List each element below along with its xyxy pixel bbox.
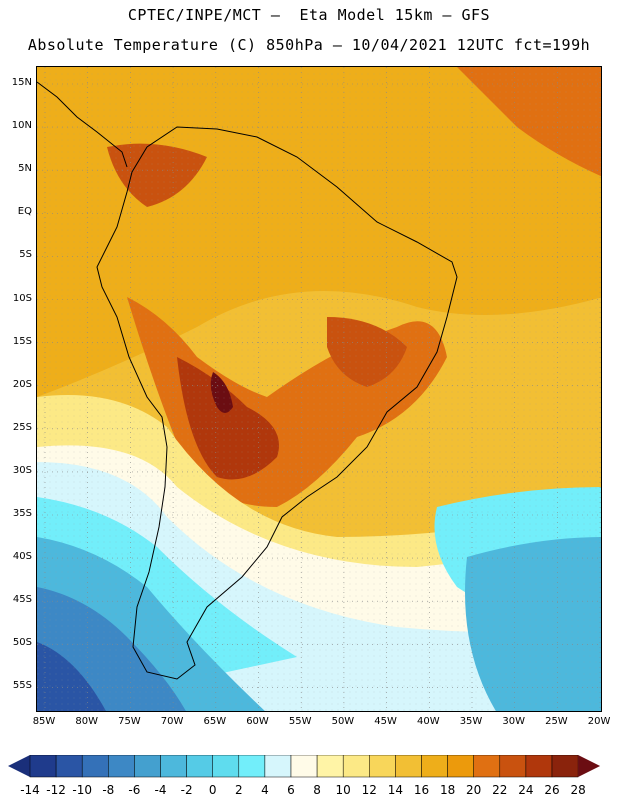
colorbar-label: 20 (466, 783, 482, 797)
lat-label: 35S (12, 508, 32, 519)
colorbar-swatch (525, 755, 553, 778)
map-subtitle: Absolute Temperature (C) 850hPa – 10/04/… (27, 36, 591, 54)
colorbar-swatch (55, 755, 83, 778)
lat-label: 15N (11, 77, 32, 88)
colorbar-label: 12 (361, 783, 377, 797)
colorbar-over-arrow (578, 755, 601, 777)
lat-label: 55S (12, 680, 32, 692)
colorbar-swatch (134, 755, 161, 778)
colorbar-label: 26 (544, 783, 560, 797)
colorbar-label: 16 (413, 783, 430, 797)
lon-label: 20W (587, 716, 611, 727)
lon-label: 65W (203, 716, 227, 727)
continent-outline (96, 126, 458, 680)
lon-label: 30W (502, 716, 525, 727)
lat-label: 30S (12, 464, 32, 476)
colorbar-label: 22 (492, 783, 508, 797)
colorbar-label: -10 (72, 783, 92, 797)
lat-label: 45S (12, 594, 32, 606)
colorbar-swatch (29, 755, 57, 778)
colorbar-swatch (395, 755, 422, 778)
colorbar-swatch (551, 755, 579, 778)
colorbar-label: -6 (128, 783, 141, 797)
lat-label: 40S (12, 551, 32, 563)
lon-label: 35W (459, 716, 483, 727)
colorbar-swatch (81, 755, 109, 778)
central-america-outline (37, 81, 128, 168)
lat-label: 10N (11, 120, 32, 132)
colorbar-swatch (447, 755, 474, 778)
colorbar-swatch (264, 755, 292, 778)
colorbar-swatch (160, 755, 187, 778)
colorbar-swatch (421, 755, 448, 778)
colorbar-swatch (290, 755, 318, 778)
colorbar-swatch (342, 755, 370, 778)
colorbar-label: 24 (518, 783, 534, 797)
colorbar-label: -8 (102, 783, 115, 797)
colorbar-label: 28 (570, 783, 586, 797)
colorbar-label: -2 (180, 783, 193, 797)
lat-label: 15S (12, 335, 32, 347)
lon-label: 60W (246, 716, 269, 727)
colorbar-label: 6 (287, 783, 295, 797)
colorbar-swatch (499, 755, 527, 778)
colorbar-label: 8 (313, 783, 321, 797)
colorbar-label: -4 (154, 783, 167, 797)
lon-label: 45W (374, 716, 397, 727)
lat-label: 5S (19, 249, 32, 261)
colorbar-swatch (473, 755, 501, 778)
lon-label: 70W (160, 716, 184, 727)
lon-label: 55W (288, 716, 312, 727)
lat-label: 10S (12, 292, 32, 304)
lat-label: 5N (18, 163, 32, 175)
colorbar-swatch (212, 755, 240, 778)
colorbar-label: 0 (208, 783, 217, 797)
lon-label: 85W (32, 716, 56, 727)
colorbar-label: -14 (20, 783, 40, 797)
lon-label: 25W (545, 716, 568, 727)
colorbar (8, 755, 601, 778)
map-canvas (37, 67, 601, 711)
colorbar-label: 4 (261, 783, 269, 797)
colorbar-swatch (316, 755, 344, 778)
lon-label: 40W (416, 716, 440, 727)
lat-label: 20S (12, 378, 32, 390)
colorbar-swatch (186, 755, 213, 778)
lon-label: 80W (75, 716, 98, 727)
colorbar-under-arrow (8, 755, 30, 777)
lat-label: 50S (12, 637, 32, 649)
colorbar-swatch (108, 755, 135, 778)
colorbar-label: 14 (387, 783, 404, 797)
temperature-map (36, 66, 602, 712)
colorbar-swatch (369, 755, 396, 778)
lat-label: EQ (17, 206, 32, 218)
lat-label: 25S (12, 421, 32, 433)
map-title: CPTEC/INPE/MCT – Eta Model 15km – GFS (127, 6, 491, 24)
colorbar-label: 2 (234, 783, 243, 797)
colorbar-label: -12 (46, 783, 66, 797)
colorbar-label: 10 (335, 783, 351, 797)
lon-label: 75W (118, 716, 141, 727)
colorbar-swatch (238, 755, 266, 778)
colorbar-label: 18 (439, 783, 456, 797)
lon-label: 50W (331, 716, 355, 727)
